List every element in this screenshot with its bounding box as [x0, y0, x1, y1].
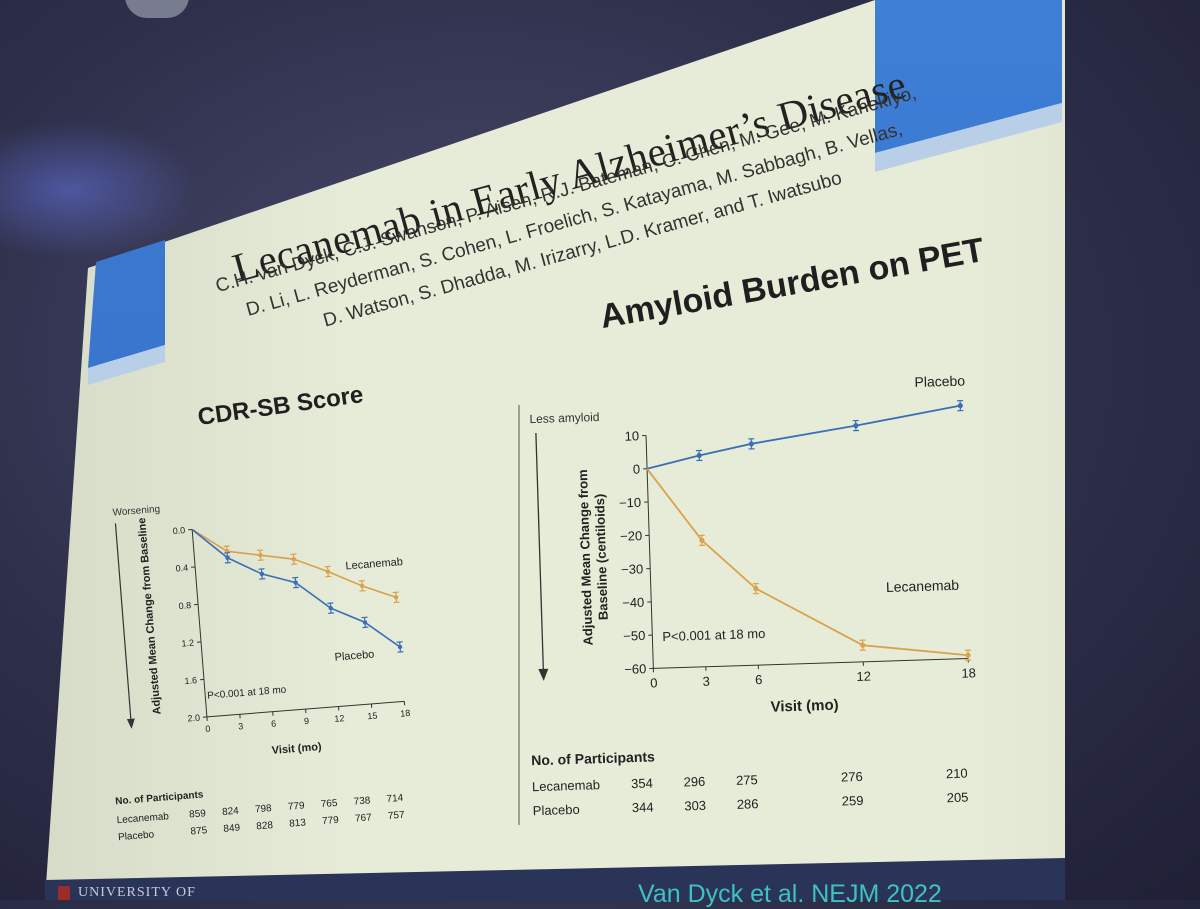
pet-data-point-lecanemab	[965, 653, 970, 658]
cdr-x-tick-label: 18	[400, 708, 411, 719]
footer-reference: Van Dyck et al. NEJM 2022	[638, 880, 942, 909]
cdr-x-tick-label: 6	[271, 718, 277, 728]
cdr-data-point-lecanemab	[291, 557, 296, 562]
cdr-data-point-lecanemab	[394, 595, 399, 600]
cdr-x-axis-label: Visit (mo)	[271, 741, 322, 757]
cdr-x-tick-label: 0	[205, 724, 211, 734]
pet-x-tick-label: 6	[755, 672, 763, 687]
cdr-x-tick-label: 3	[238, 721, 244, 731]
cdr-participants-count: 738	[353, 795, 371, 807]
pet-x-tick-label: 3	[702, 674, 710, 689]
cdr-participants-count: 765	[320, 798, 338, 810]
pet-participants-count: 344	[632, 799, 654, 815]
cdr-y-tick-label: 1.2	[181, 638, 194, 649]
pet-y-tick-label: −60	[624, 661, 647, 677]
cdr-series-label-lecanemab: Lecanemab	[345, 556, 403, 572]
cdr-x-tick-label: 9	[304, 716, 310, 726]
pet-data-point-placebo	[697, 453, 702, 458]
pet-participants-count: 296	[683, 774, 705, 790]
pet-y-axis	[646, 436, 653, 669]
footer-institution: UNIVERSITY OF	[78, 885, 196, 901]
cdr-y-axis-label: Adjusted Mean Change from Baseline	[136, 517, 163, 715]
cdr-y-tick-label: 0.8	[178, 600, 191, 611]
pet-participants-count: 275	[736, 772, 758, 788]
pet-participants-count: 205	[946, 790, 968, 806]
cdr-x-tick-label: 15	[367, 711, 378, 722]
pet-participants-count: 259	[842, 793, 864, 809]
cdr-participants-label-lecanemab: Lecanemab	[116, 811, 169, 826]
pet-series-label-placebo: Placebo	[914, 372, 965, 390]
university-shield-icon	[58, 886, 70, 900]
cdr-participants-count: 757	[388, 810, 406, 822]
pet-participants-count: 303	[684, 798, 706, 814]
pet-participants-count: 286	[737, 796, 759, 812]
cdr-sb-chart: Worsening Adjusted Mean Change from Base…	[92, 485, 423, 843]
cdr-participants-count: 828	[256, 820, 274, 832]
pet-data-point-placebo	[853, 423, 858, 428]
pet-direction-label: Less amyloid	[529, 410, 599, 426]
pet-participants-count: 354	[631, 775, 653, 791]
cdr-direction-arrowhead	[127, 719, 136, 730]
pet-participants-heading: No. of Participants	[531, 748, 655, 768]
cdr-participants-count: 779	[287, 800, 305, 812]
cdr-y-tick-label: 1.6	[184, 675, 197, 686]
pet-x-tick-label: 18	[961, 665, 976, 680]
pet-x-axis-label: Visit (mo)	[770, 697, 839, 716]
cdr-pvalue-annotation: P<0.001 at 18 mo	[207, 685, 287, 702]
cdr-participants-count: 798	[255, 803, 273, 815]
pet-y-tick-label: 0	[633, 462, 641, 477]
cdr-participants-label-placebo: Placebo	[118, 829, 155, 843]
pet-y-axis-label-line2: Baseline (centiloids)	[592, 494, 611, 621]
cdr-series-label-placebo: Placebo	[334, 649, 375, 664]
cdr-participants-count: 859	[189, 808, 207, 820]
cdr-y-tick-label: 2.0	[187, 713, 200, 724]
amyloid-pet-chart: Less amyloid Adjusted Mean Change from B…	[519, 372, 980, 818]
pet-participants-label-placebo: Placebo	[533, 802, 580, 818]
cdr-direction-label: Worsening	[112, 504, 160, 519]
pet-direction-arrowhead	[538, 669, 548, 681]
pet-participants-label-lecanemab: Lecanemab	[532, 777, 600, 794]
pet-series-label-lecanemab: Lecanemab	[886, 577, 960, 595]
cdr-y-tick-label: 0.4	[175, 563, 188, 574]
pet-x-tick-label: 12	[856, 669, 871, 684]
pet-participants-count: 276	[841, 769, 863, 785]
cdr-participants-count: 779	[322, 815, 340, 827]
cdr-y-axis	[192, 529, 207, 716]
cdr-x-tick-label: 12	[334, 713, 345, 724]
pet-data-point-placebo	[958, 403, 963, 408]
cdr-participants-count: 824	[222, 806, 240, 818]
cdr-data-point-lecanemab	[360, 583, 365, 588]
cdr-data-point-lecanemab	[258, 553, 263, 558]
pet-y-tick-label: −20	[620, 528, 643, 544]
pet-x-tick-label: 0	[650, 675, 658, 690]
pet-direction-arrow	[536, 433, 544, 675]
pet-y-tick-label: 10	[624, 428, 639, 443]
cdr-data-point-lecanemab	[326, 569, 331, 574]
cdr-y-tick-label: 0.0	[172, 525, 185, 536]
pet-y-tick-label: −10	[619, 495, 642, 511]
cdr-participants-count: 813	[289, 817, 307, 829]
pet-y-tick-label: −50	[623, 628, 646, 644]
cdr-participants-heading: No. of Participants	[115, 789, 204, 807]
pet-x-axis	[653, 659, 968, 669]
pet-y-tick-label: −30	[621, 561, 644, 577]
pet-series-line-placebo	[645, 406, 962, 469]
cdr-participants-count: 875	[190, 825, 208, 837]
cdr-participants-count: 714	[386, 793, 404, 805]
cdr-direction-arrow	[115, 523, 131, 724]
cdr-participants-count: 849	[223, 823, 241, 835]
pet-data-point-placebo	[749, 441, 754, 446]
pet-pvalue-annotation: P<0.001 at 18 mo	[662, 626, 765, 644]
pet-participants-count: 210	[946, 766, 968, 782]
cdr-participants-count: 767	[355, 812, 373, 824]
pet-y-tick-label: −40	[622, 595, 645, 611]
